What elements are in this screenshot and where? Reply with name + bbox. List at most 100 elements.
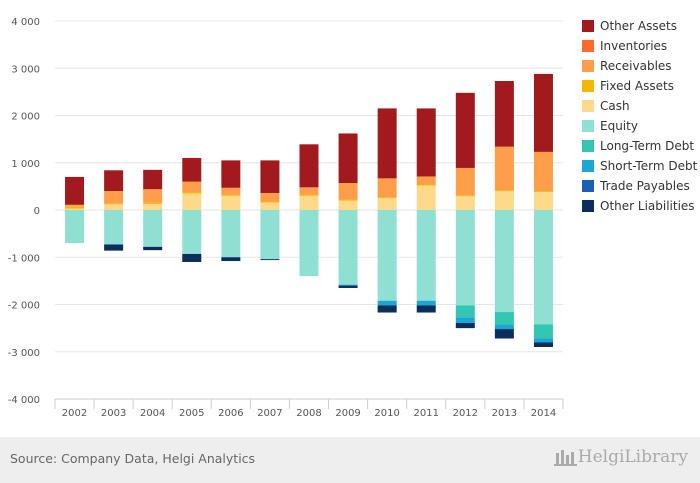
bar-segment xyxy=(377,210,397,301)
x-tick-label: 2010 xyxy=(374,408,399,419)
bar-segment xyxy=(416,210,436,301)
legend-item[interactable]: Trade Payables xyxy=(582,176,697,196)
bar-segment xyxy=(533,324,553,339)
bar-segment xyxy=(104,204,124,210)
x-tick-label: 2009 xyxy=(335,408,360,419)
bar-segment xyxy=(494,329,514,339)
bar-segment xyxy=(299,210,319,277)
bar-segment xyxy=(416,176,436,185)
bar-segment xyxy=(338,183,358,200)
bar-segment xyxy=(143,202,163,204)
bar-segment xyxy=(416,108,436,177)
bar-segment xyxy=(182,253,202,262)
legend-swatch xyxy=(582,80,594,92)
bar-segment xyxy=(494,190,514,192)
bar-segment xyxy=(377,108,397,179)
bar-segment xyxy=(455,167,475,196)
bar-segment xyxy=(455,92,475,168)
bar-segment xyxy=(221,210,241,258)
bar-segment xyxy=(377,305,397,313)
library-building-icon xyxy=(553,450,577,466)
legend-item[interactable]: Short-Term Debt xyxy=(582,156,697,176)
bar-segment xyxy=(65,204,85,207)
legend-swatch xyxy=(582,60,594,72)
x-tick-label: 2007 xyxy=(257,408,282,419)
bar-segment xyxy=(221,257,241,262)
stacked-bar-chart: -4 000 -3 000 -2 000 -1 000 0 1 000 2 000 3 000… xyxy=(8,17,564,419)
bar-segment xyxy=(182,181,202,193)
bar-segment xyxy=(182,210,202,254)
x-tick-label: 2008 xyxy=(296,408,321,419)
bar-segment xyxy=(494,324,514,330)
bar-segment xyxy=(455,210,475,306)
y-tick-label: 0 xyxy=(34,206,40,217)
bar-segment xyxy=(260,160,280,193)
x-tick-label: 2006 xyxy=(218,408,243,419)
bar-segment xyxy=(182,158,202,182)
legend-item[interactable]: Receivables xyxy=(582,56,697,76)
x-tick-label: 2013 xyxy=(492,408,517,419)
legend-label: Receivables xyxy=(600,59,672,73)
legend-label: Long-Term Debt xyxy=(600,139,695,153)
bar-segment xyxy=(299,144,319,188)
bar-segment xyxy=(533,342,553,348)
bar-segment xyxy=(65,210,85,244)
y-tick-label: 3 000 xyxy=(11,64,40,75)
bar-segment xyxy=(533,210,553,325)
legend-label: Inventories xyxy=(600,39,668,53)
bar-segment xyxy=(221,187,241,195)
bar-segment xyxy=(455,322,475,329)
helgi-library-logo[interactable]: HelgiLibrary xyxy=(553,447,688,467)
bar-segment xyxy=(221,194,241,196)
bar-segment xyxy=(260,202,280,210)
bar-segment xyxy=(377,178,397,198)
bar-segment xyxy=(221,160,241,188)
bar-segment xyxy=(377,197,397,199)
bars xyxy=(65,73,553,348)
legend-item[interactable]: Other Assets xyxy=(582,16,697,36)
footer: Source: Company Data, Helgi Analytics He… xyxy=(0,437,700,483)
bar-segment xyxy=(104,244,124,251)
legend-swatch xyxy=(582,120,594,132)
legend-swatch xyxy=(582,100,594,112)
bar-segment xyxy=(338,210,358,285)
legend-item[interactable]: Fixed Assets xyxy=(582,76,697,96)
bar-segment xyxy=(299,187,319,195)
legend-swatch xyxy=(582,140,594,152)
x-tick-label: 2004 xyxy=(140,408,165,419)
bar-segment xyxy=(65,206,85,209)
legend-label: Fixed Assets xyxy=(600,79,674,93)
bar-segment xyxy=(338,284,358,286)
x-tick-label: 2014 xyxy=(531,408,556,419)
bar-segment xyxy=(182,192,202,194)
bar-segment xyxy=(338,200,358,210)
x-tick-label: 2011 xyxy=(414,408,439,419)
legend-item[interactable]: Cash xyxy=(582,96,697,116)
bar-segment xyxy=(104,170,124,192)
legend-item[interactable]: Equity xyxy=(582,116,697,136)
y-tick-label: 2 000 xyxy=(11,112,40,123)
y-tick-label: 1 000 xyxy=(11,159,40,170)
legend-label: Other Assets xyxy=(600,19,677,33)
bar-segment xyxy=(65,208,85,210)
bar-segment xyxy=(143,210,163,247)
bar-segment xyxy=(416,300,436,306)
legend-item[interactable]: Long-Term Debt xyxy=(582,136,697,156)
bar-segment xyxy=(533,338,553,343)
bar-segment xyxy=(104,191,124,204)
bar-segment xyxy=(494,81,514,147)
bar-segment xyxy=(533,151,553,192)
x-tick-label: 2002 xyxy=(62,408,87,419)
bar-segment xyxy=(221,195,241,210)
legend-item[interactable]: Inventories xyxy=(582,36,697,56)
y-tick-label: -4 000 xyxy=(8,395,40,406)
bar-segment xyxy=(104,210,124,245)
bar-segment xyxy=(260,210,280,260)
bar-segment xyxy=(416,184,436,186)
legend-item[interactable]: Other Liabilities xyxy=(582,196,697,216)
bar-segment xyxy=(494,191,514,210)
bar-segment xyxy=(143,189,163,203)
bar-segment xyxy=(494,146,514,191)
bar-segment xyxy=(338,199,358,201)
y-tick-label: -3 000 xyxy=(8,348,40,359)
